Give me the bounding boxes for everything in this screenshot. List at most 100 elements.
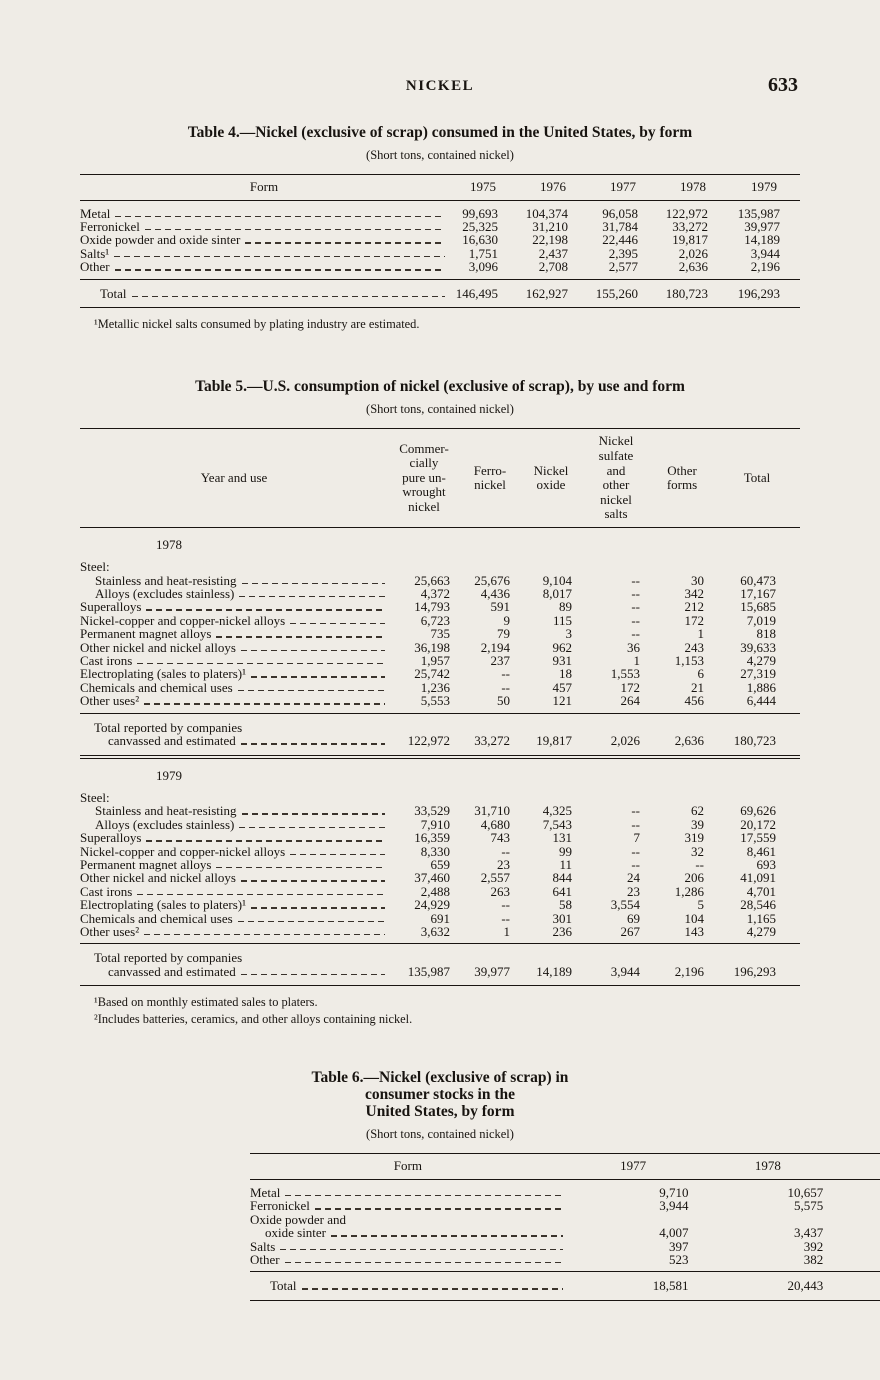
column-header-year-and-use: Year and use: [80, 428, 388, 528]
cell-value: [388, 785, 460, 804]
column-header-pure-unwrought-nickel: Commer- cially pure un- wrought nickel: [388, 428, 460, 528]
cell-value: 397: [669, 1238, 689, 1254]
row-label: Ferronickel: [250, 1198, 310, 1214]
dash-leader: [144, 934, 385, 936]
cell-value: 8,330: [420, 843, 450, 859]
cell-value: 5,575: [794, 1198, 824, 1214]
cell-value: --: [501, 666, 510, 682]
cell-value: 24: [627, 870, 640, 886]
row-label-cell: Other: [250, 1251, 566, 1272]
table-row: Cast irons 1,957 237 931 1 1,153 4,279: [80, 653, 800, 669]
dash-leader: [250, 676, 385, 678]
cell-value: 3,632: [420, 924, 450, 940]
dash-leader: [137, 893, 385, 896]
cell-value: [582, 785, 650, 804]
cell-value: 3,944: [750, 245, 780, 261]
total-label-cell: Total: [80, 278, 448, 308]
cell-value: 206: [684, 870, 705, 886]
cell-value: 25,325: [462, 218, 498, 234]
table-row: Nickel-copper and copper-nickel alloys 8…: [80, 843, 800, 859]
cell-value: 4,279: [746, 653, 776, 669]
cell-value: 27,319: [740, 666, 776, 682]
cell-value: --: [631, 816, 640, 832]
cell-value: [388, 554, 460, 573]
table6: Form 1977 1978 1979 Metal 9,710 10,657 1…: [250, 1153, 880, 1301]
cell-value: 14,716: [835, 1179, 880, 1199]
table-row: Chemicals and chemical uses 691 -- 301 6…: [80, 910, 800, 926]
row-label-cell: Other nickel and nickel alloys: [80, 640, 388, 654]
cell-value: 3,944: [659, 1198, 689, 1214]
table-row: Stainless and heat-resisting 25,663 25,6…: [80, 572, 800, 588]
cell-value: 6,723: [420, 612, 450, 628]
cell-value: --: [631, 626, 640, 642]
cell-value: 104,374: [525, 205, 568, 221]
cell-value: 4,279: [746, 924, 776, 940]
cell-value: 36: [627, 639, 640, 655]
table4-total-body: Total 146,495 162,927 155,260 180,723 19…: [80, 278, 800, 308]
table4-body: Metal 99,693 104,374 96,058 122,972 135,…: [80, 200, 800, 279]
total-value: 33,272: [460, 712, 520, 759]
total-value: 180,723: [658, 278, 728, 308]
cell-value: 1: [503, 924, 511, 940]
table-row: Stainless and heat-resisting 33,529 31,7…: [80, 803, 800, 819]
cell-value: 3,554: [610, 897, 640, 913]
cell-value: 79: [497, 626, 510, 642]
dash-leader: [240, 743, 385, 745]
row-label-cell: Cast irons: [80, 654, 388, 667]
dash-leader: [241, 582, 385, 584]
dash-leader: [240, 973, 385, 976]
section-1979-rows: Steel: Stainless and heat-resisting 33,5…: [80, 785, 800, 944]
cell-value: 659: [430, 856, 451, 872]
row-label-cell: Alloys (excludes stainless): [80, 817, 388, 831]
cell-value: 50: [497, 693, 510, 709]
total-label-cell: Total reported by companies canvassed an…: [80, 943, 388, 987]
dash-leader: [240, 880, 385, 882]
cell-value: 60,473: [740, 572, 776, 588]
row-label: oxide sinter: [265, 1225, 327, 1241]
table-row: Alloys (excludes stainless) 4,372 4,436 …: [80, 585, 800, 601]
total-value: 20,443: [700, 1271, 836, 1301]
cell-value: 1: [633, 653, 641, 669]
column-header-nickel-sulfate: Nickel sulfate and other nickel salts: [582, 428, 650, 528]
cell-value: 37,460: [414, 870, 450, 886]
table-row: Oxide powder and oxide sinter 4,007 3,43…: [250, 1212, 880, 1241]
row-label-cell: Other uses²: [80, 694, 388, 713]
dash-leader: [114, 269, 445, 271]
cell-value: 62: [691, 803, 704, 819]
cell-value: 4,325: [542, 803, 572, 819]
total-value: 2,636: [650, 712, 714, 759]
total-value: 180,723: [714, 712, 800, 759]
table-row: Salts¹ 1,751 2,437 2,395 2,026 3,944: [80, 245, 800, 261]
cell-value: 41,091: [740, 870, 776, 886]
row-label-cell: Nickel-copper and copper-nickel alloys: [80, 844, 388, 858]
total-row: Total 18,581 20,443 19,518: [250, 1271, 880, 1301]
cell-value: 591: [490, 599, 511, 615]
cell-value: 1: [697, 626, 705, 642]
cell-value: 8,017: [542, 585, 572, 601]
row-label-cell: Other nickel and nickel alloys: [80, 871, 388, 885]
total-value: 39,977: [460, 943, 520, 987]
cell-value: 1,165: [746, 910, 776, 926]
dash-leader: [216, 867, 385, 869]
page-number: 633: [768, 74, 798, 96]
dash-leader: [301, 1288, 563, 1290]
cell-value: 28,546: [740, 897, 776, 913]
dash-leader: [285, 1194, 563, 1197]
cell-value: 2,395: [608, 245, 638, 261]
cell-value: 319: [684, 830, 705, 846]
table-row: Metal 9,710 10,657 14,716: [250, 1179, 880, 1199]
row-label: Chemicals and chemical uses: [80, 910, 233, 926]
row-label: Other: [250, 1251, 280, 1267]
cell-value: 1,314: [835, 1213, 880, 1240]
cell-value: 31,210: [532, 218, 568, 234]
cell-value: 427: [835, 1240, 880, 1253]
section-1979-heading: 1979: [80, 757, 800, 785]
total-value: 18,581: [565, 1271, 701, 1301]
running-title: NICKEL: [405, 78, 475, 94]
total-value: 146,495: [448, 278, 518, 308]
cell-value: 122,972: [665, 205, 708, 221]
table-row: Ferronickel 3,944 5,575 2,467: [250, 1198, 880, 1214]
cell-value: 21: [691, 679, 704, 695]
row-label-cell: Other uses²: [80, 925, 388, 944]
cell-value: 19,817: [672, 232, 708, 248]
